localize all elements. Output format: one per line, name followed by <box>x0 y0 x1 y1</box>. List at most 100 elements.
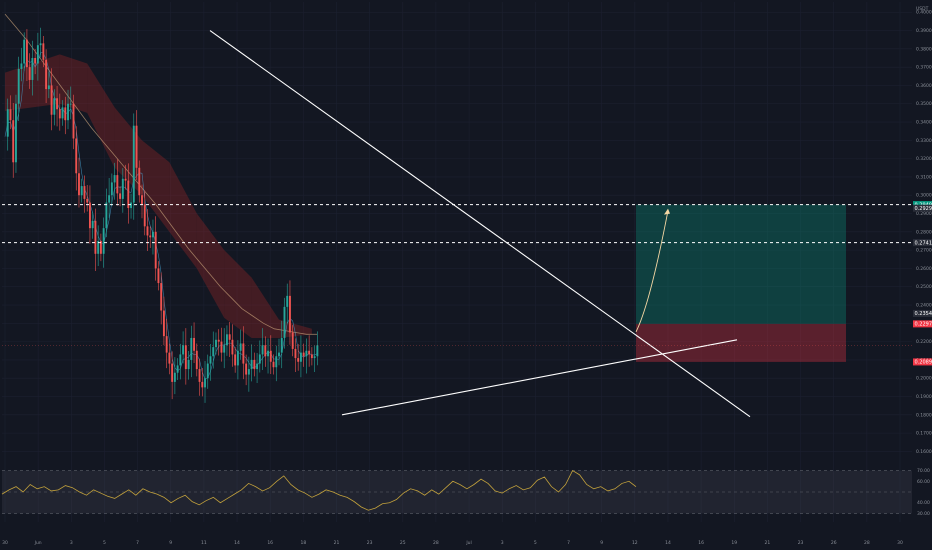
candle-body <box>50 85 53 115</box>
time-tick-label: 26 <box>831 540 837 546</box>
candle-body <box>168 352 171 364</box>
candle-body <box>190 337 193 360</box>
candle-body <box>239 343 242 351</box>
candle-body <box>152 231 154 238</box>
candle-body <box>108 195 111 203</box>
candle-body <box>223 345 226 353</box>
candle-body <box>47 85 50 90</box>
candle-body <box>212 347 215 357</box>
candle-body <box>165 336 168 353</box>
candle-body <box>102 228 105 254</box>
candle-body <box>278 352 280 357</box>
candle-body <box>45 59 48 90</box>
candle-body <box>294 348 297 359</box>
candle-body <box>17 68 20 104</box>
candle-body <box>154 231 157 269</box>
price-badge <box>913 320 932 328</box>
candle-body <box>53 98 56 115</box>
candle-body <box>171 363 174 382</box>
price-badge <box>913 239 932 247</box>
cloud-segment <box>142 140 170 232</box>
loss-zone <box>636 323 846 362</box>
candle-body <box>75 138 78 174</box>
candle-body <box>143 204 146 227</box>
candle-body <box>310 354 313 359</box>
cloud-segment <box>87 63 115 168</box>
candle-body <box>275 356 278 368</box>
candle-body <box>261 345 264 355</box>
candle-body <box>316 345 319 357</box>
candle-body <box>162 310 165 337</box>
drawings[interactable] <box>2 30 912 418</box>
long-position-tool[interactable] <box>636 204 846 362</box>
time-tick-label: 14 <box>665 540 671 546</box>
price-badge-label: 0.2089 <box>915 360 932 366</box>
price-tick-label: 0.16000 <box>916 449 932 455</box>
candle-body <box>99 240 102 254</box>
candle-body <box>56 98 59 110</box>
rsi-tick-label: 30.00 <box>917 511 930 517</box>
candle-body <box>187 359 190 370</box>
candle-body <box>127 180 130 209</box>
candle-body <box>132 125 135 203</box>
candle-body <box>86 198 89 203</box>
time-tick-label: 23 <box>798 540 804 546</box>
candle-body <box>272 361 275 368</box>
candle-body <box>20 63 23 69</box>
candle-body <box>289 295 291 333</box>
candle-body <box>15 103 17 163</box>
candle-body <box>25 39 28 68</box>
cloud-segment <box>251 277 279 338</box>
candle-body <box>146 226 149 236</box>
candle-body <box>182 345 185 355</box>
candle-body <box>97 240 100 254</box>
time-tick-label: 28 <box>433 540 439 546</box>
cloud-segment <box>224 250 252 338</box>
rsi-pane: 70.00 60.00 40.00 30.00 <box>1 468 930 517</box>
candle-body <box>193 337 196 351</box>
candle-body <box>228 334 231 340</box>
candle-body <box>206 363 209 379</box>
candle-body <box>105 202 108 229</box>
candle-body <box>119 193 122 199</box>
candle-body <box>204 378 206 388</box>
candlesticks <box>6 27 319 403</box>
time-tick-label: 16 <box>698 540 704 546</box>
projected-path <box>635 210 669 333</box>
candle-body <box>242 343 245 364</box>
time-tick-label: 9 <box>169 540 172 546</box>
candle-body <box>245 363 248 375</box>
time-tick-label: 3 <box>501 540 504 546</box>
candle-body <box>157 268 160 284</box>
price-badge <box>913 358 932 366</box>
time-tick-label: 19 <box>731 540 737 546</box>
candle-body <box>12 120 15 163</box>
candle-body <box>124 178 127 181</box>
price-badge <box>913 309 932 317</box>
candle-body <box>305 350 308 357</box>
rsi-band <box>2 470 912 514</box>
profit-zone <box>636 204 846 324</box>
candle-body <box>160 283 163 311</box>
price-badge-label: 0.2354 <box>915 311 932 317</box>
candle-body <box>88 202 91 229</box>
candle-body <box>61 107 64 119</box>
time-tick-label: 23 <box>367 540 373 546</box>
candle-body <box>173 372 176 382</box>
moving-average-line <box>4 13 318 335</box>
